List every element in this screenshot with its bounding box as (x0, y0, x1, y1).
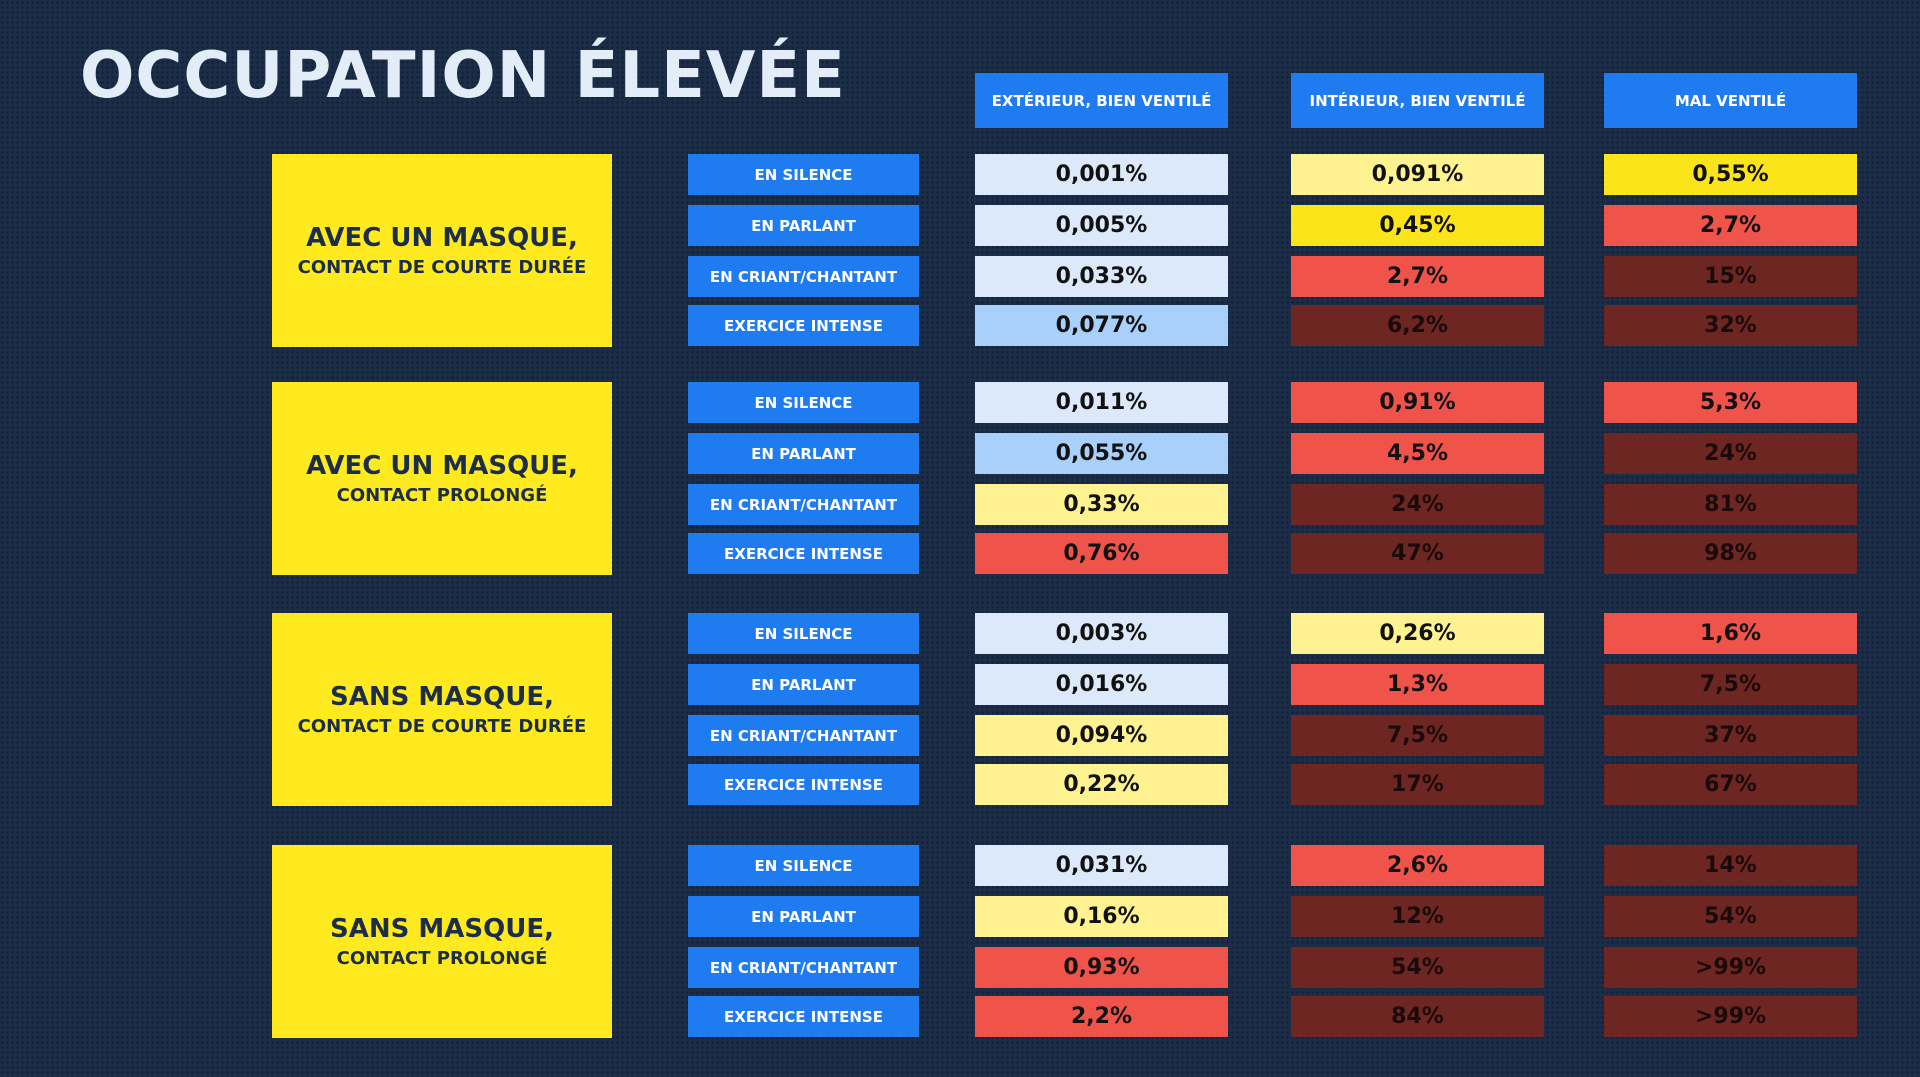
risk-cell-sans-masque-prolonge-en-criant-chantant-mal-ventile: >99% (1604, 947, 1857, 988)
risk-cell-sans-masque-courte-en-parlant-exterieur: 0,016% (975, 664, 1228, 705)
risk-cell-masque-courte-exercice-intense-mal-ventile: 32% (1604, 305, 1857, 346)
group-subtitle: CONTACT PROLONGÉ (336, 947, 548, 969)
activity-label-en-criant-chantant: EN CRIANT/CHANTANT (688, 947, 919, 988)
activity-label-en-silence: EN SILENCE (688, 382, 919, 423)
risk-cell-masque-prolonge-en-parlant-interieur: 4,5% (1291, 433, 1544, 474)
risk-cell-sans-masque-courte-en-parlant-interieur: 1,3% (1291, 664, 1544, 705)
group-subtitle: CONTACT PROLONGÉ (336, 484, 548, 506)
activity-label-en-silence: EN SILENCE (688, 613, 919, 654)
group-title: SANS MASQUE, (330, 681, 554, 712)
activity-label-exercice-intense: EXERCICE INTENSE (688, 533, 919, 574)
risk-cell-masque-prolonge-en-criant-chantant-exterieur: 0,33% (975, 484, 1228, 525)
risk-cell-sans-masque-courte-en-parlant-mal-ventile: 7,5% (1604, 664, 1857, 705)
risk-cell-sans-masque-prolonge-exercice-intense-mal-ventile: >99% (1604, 996, 1857, 1037)
group-label-masque-prolonge: AVEC UN MASQUE, CONTACT PROLONGÉ (272, 382, 612, 575)
risk-cell-masque-courte-en-silence-mal-ventile: 0,55% (1604, 154, 1857, 195)
activity-label-en-criant-chantant: EN CRIANT/CHANTANT (688, 715, 919, 756)
risk-cell-sans-masque-prolonge-en-parlant-interieur: 12% (1291, 896, 1544, 937)
column-header-mal-ventile: MAL VENTILÉ (1604, 73, 1857, 128)
risk-cell-masque-prolonge-en-silence-interieur: 0,91% (1291, 382, 1544, 423)
risk-cell-sans-masque-courte-en-criant-chantant-exterieur: 0,094% (975, 715, 1228, 756)
group-title: SANS MASQUE, (330, 913, 554, 944)
risk-cell-masque-courte-en-criant-chantant-interieur: 2,7% (1291, 256, 1544, 297)
risk-cell-sans-masque-courte-exercice-intense-exterieur: 0,22% (975, 764, 1228, 805)
risk-cell-masque-prolonge-en-criant-chantant-mal-ventile: 81% (1604, 484, 1857, 525)
risk-cell-masque-courte-en-parlant-interieur: 0,45% (1291, 205, 1544, 246)
risk-cell-sans-masque-prolonge-en-silence-exterieur: 0,031% (975, 845, 1228, 886)
page-title: OCCUPATION ÉLEVÉE (80, 39, 846, 113)
risk-cell-masque-courte-en-silence-interieur: 0,091% (1291, 154, 1544, 195)
group-subtitle: CONTACT DE COURTE DURÉE (297, 715, 587, 737)
activity-label-en-parlant: EN PARLANT (688, 896, 919, 937)
group-label-masque-courte: AVEC UN MASQUE, CONTACT DE COURTE DURÉE (272, 154, 612, 347)
risk-cell-sans-masque-courte-en-silence-mal-ventile: 1,6% (1604, 613, 1857, 654)
activity-label-en-parlant: EN PARLANT (688, 433, 919, 474)
risk-cell-masque-courte-en-criant-chantant-exterieur: 0,033% (975, 256, 1228, 297)
risk-cell-masque-prolonge-en-parlant-exterieur: 0,055% (975, 433, 1228, 474)
risk-cell-sans-masque-prolonge-en-silence-interieur: 2,6% (1291, 845, 1544, 886)
risk-cell-masque-prolonge-exercice-intense-exterieur: 0,76% (975, 533, 1228, 574)
activity-label-exercice-intense: EXERCICE INTENSE (688, 996, 919, 1037)
risk-cell-sans-masque-courte-en-criant-chantant-mal-ventile: 37% (1604, 715, 1857, 756)
group-label-sans-masque-courte: SANS MASQUE, CONTACT DE COURTE DURÉE (272, 613, 612, 806)
activity-label-en-silence: EN SILENCE (688, 845, 919, 886)
risk-cell-sans-masque-courte-exercice-intense-mal-ventile: 67% (1604, 764, 1857, 805)
risk-cell-sans-masque-courte-exercice-intense-interieur: 17% (1291, 764, 1544, 805)
risk-cell-masque-prolonge-en-silence-exterieur: 0,011% (975, 382, 1228, 423)
risk-cell-masque-prolonge-exercice-intense-mal-ventile: 98% (1604, 533, 1857, 574)
risk-cell-sans-masque-courte-en-silence-exterieur: 0,003% (975, 613, 1228, 654)
risk-cell-masque-prolonge-en-criant-chantant-interieur: 24% (1291, 484, 1544, 525)
risk-cell-sans-masque-prolonge-exercice-intense-exterieur: 2,2% (975, 996, 1228, 1037)
risk-cell-sans-masque-prolonge-exercice-intense-interieur: 84% (1291, 996, 1544, 1037)
risk-cell-sans-masque-prolonge-en-silence-mal-ventile: 14% (1604, 845, 1857, 886)
risk-cell-sans-masque-courte-en-criant-chantant-interieur: 7,5% (1291, 715, 1544, 756)
column-header-exterieur: EXTÉRIEUR, BIEN VENTILÉ (975, 73, 1228, 128)
risk-cell-masque-courte-en-parlant-exterieur: 0,005% (975, 205, 1228, 246)
group-subtitle: CONTACT DE COURTE DURÉE (297, 256, 587, 278)
activity-label-en-parlant: EN PARLANT (688, 205, 919, 246)
activity-label-en-parlant: EN PARLANT (688, 664, 919, 705)
activity-label-exercice-intense: EXERCICE INTENSE (688, 305, 919, 346)
risk-cell-sans-masque-prolonge-en-criant-chantant-interieur: 54% (1291, 947, 1544, 988)
group-title: AVEC UN MASQUE, (306, 222, 578, 253)
risk-cell-masque-prolonge-en-silence-mal-ventile: 5,3% (1604, 382, 1857, 423)
column-header-interieur: INTÉRIEUR, BIEN VENTILÉ (1291, 73, 1544, 128)
risk-cell-sans-masque-prolonge-en-criant-chantant-exterieur: 0,93% (975, 947, 1228, 988)
risk-cell-masque-courte-exercice-intense-exterieur: 0,077% (975, 305, 1228, 346)
activity-label-en-criant-chantant: EN CRIANT/CHANTANT (688, 484, 919, 525)
activity-label-en-criant-chantant: EN CRIANT/CHANTANT (688, 256, 919, 297)
activity-label-en-silence: EN SILENCE (688, 154, 919, 195)
risk-cell-sans-masque-prolonge-en-parlant-exterieur: 0,16% (975, 896, 1228, 937)
risk-cell-sans-masque-courte-en-silence-interieur: 0,26% (1291, 613, 1544, 654)
risk-cell-masque-courte-exercice-intense-interieur: 6,2% (1291, 305, 1544, 346)
activity-label-exercice-intense: EXERCICE INTENSE (688, 764, 919, 805)
risk-cell-masque-courte-en-silence-exterieur: 0,001% (975, 154, 1228, 195)
group-label-sans-masque-prolonge: SANS MASQUE, CONTACT PROLONGÉ (272, 845, 612, 1038)
risk-cell-masque-prolonge-en-parlant-mal-ventile: 24% (1604, 433, 1857, 474)
risk-cell-masque-prolonge-exercice-intense-interieur: 47% (1291, 533, 1544, 574)
risk-cell-masque-courte-en-parlant-mal-ventile: 2,7% (1604, 205, 1857, 246)
risk-cell-masque-courte-en-criant-chantant-mal-ventile: 15% (1604, 256, 1857, 297)
group-title: AVEC UN MASQUE, (306, 450, 578, 481)
risk-cell-sans-masque-prolonge-en-parlant-mal-ventile: 54% (1604, 896, 1857, 937)
